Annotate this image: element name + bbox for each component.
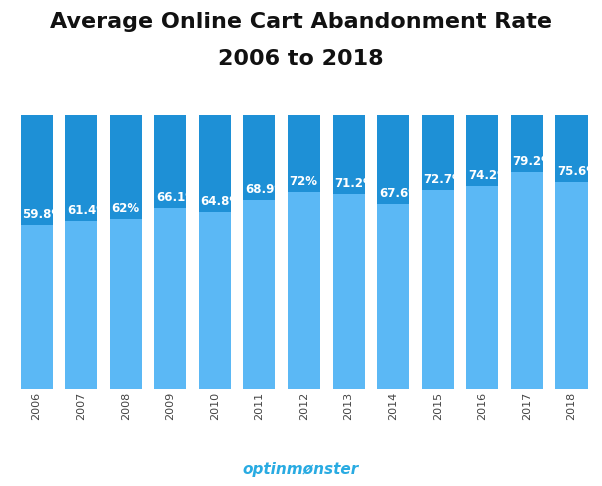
Bar [110,116,141,219]
Bar [377,115,409,204]
Bar [65,116,97,221]
Bar [511,116,543,172]
Bar [556,116,588,182]
Bar [65,221,97,389]
Text: 79.2%: 79.2% [513,155,553,168]
Text: 72%: 72% [290,175,318,188]
Bar [243,200,276,389]
Text: 75.6%: 75.6% [557,165,598,178]
Text: 72.7%: 72.7% [423,173,464,186]
Text: Average Online Cart Abandonment Rate: Average Online Cart Abandonment Rate [50,12,552,32]
Bar [199,116,231,212]
Bar [20,226,52,389]
Bar [556,182,588,389]
Text: 64.8%: 64.8% [200,194,242,208]
Bar [332,194,365,389]
Bar [421,116,454,190]
Bar [467,186,498,389]
Text: 74.2%: 74.2% [468,169,509,182]
Text: 59.8%: 59.8% [22,208,63,221]
Bar [288,192,320,389]
Bar [288,115,320,192]
Bar [20,116,52,226]
Bar [110,219,141,389]
Text: 62%: 62% [111,202,140,215]
Text: 66.1%: 66.1% [156,191,197,204]
Bar [199,212,231,389]
Text: optinmønster: optinmønster [243,462,359,477]
Bar [243,116,276,200]
Bar [154,208,187,389]
Text: 68.9%: 68.9% [245,183,287,196]
Text: 71.2%: 71.2% [334,177,375,190]
Bar [467,116,498,186]
Bar [377,204,409,389]
Bar [332,116,365,194]
Bar [511,172,543,389]
Bar [154,116,187,208]
Bar [421,190,454,389]
Text: 2006 to 2018: 2006 to 2018 [218,49,384,69]
Text: 67.6%: 67.6% [379,187,420,200]
Text: 61.4%: 61.4% [67,204,108,217]
